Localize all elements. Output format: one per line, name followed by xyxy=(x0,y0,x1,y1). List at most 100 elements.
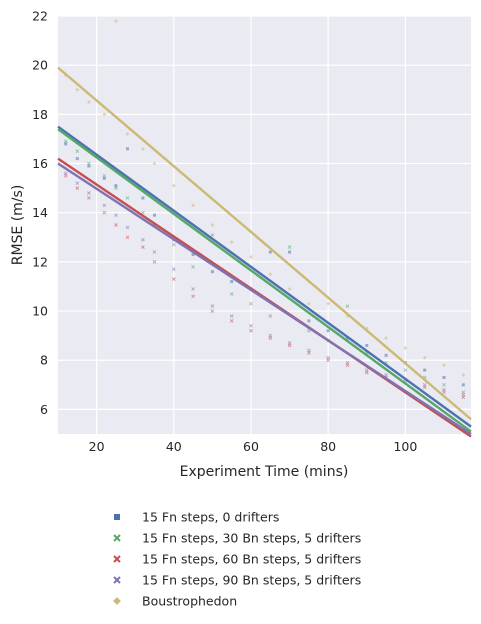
scatter-point xyxy=(87,161,91,166)
regression-line xyxy=(57,128,472,433)
scatter-point xyxy=(191,203,196,208)
scatter-point xyxy=(210,304,215,308)
scatter-point xyxy=(306,301,311,306)
scatter-point xyxy=(171,277,176,281)
scatter-point xyxy=(114,184,118,188)
legend-label: 15 Fn steps, 60 Bn steps, 5 drifters xyxy=(142,552,361,567)
regression-lines xyxy=(57,66,472,438)
scatter-point xyxy=(268,314,273,318)
scatter-point xyxy=(114,213,118,218)
scatter-point xyxy=(442,387,446,392)
y-tick-label: 20 xyxy=(32,58,48,73)
scatter-point xyxy=(345,304,350,308)
scatter-point xyxy=(422,382,427,387)
scatter-point xyxy=(403,345,408,350)
scatter-point xyxy=(210,232,215,237)
scatter-point xyxy=(307,319,311,323)
scatter-point xyxy=(140,146,145,151)
scatter-point xyxy=(268,272,273,277)
scatter-point xyxy=(268,250,272,254)
scatter-point xyxy=(442,363,446,368)
scatter-point xyxy=(326,329,330,333)
legend-label: Boustrophedon xyxy=(142,594,237,609)
scatter-point xyxy=(75,157,79,161)
legend-marker xyxy=(114,514,120,520)
y-tick-label: 8 xyxy=(40,353,48,368)
x-tick-label: 20 xyxy=(89,439,105,454)
regression-line xyxy=(57,125,472,428)
scatter-point xyxy=(268,333,273,338)
scatter-point xyxy=(345,360,350,365)
scatter-point xyxy=(307,348,311,353)
scatter-point xyxy=(102,203,107,208)
y-tick-label: 14 xyxy=(32,205,48,220)
grid xyxy=(58,15,471,434)
scatter-point xyxy=(125,235,130,240)
scatter-point xyxy=(63,171,68,176)
x-tick-labels: 20 40 60 80 100 xyxy=(89,439,418,454)
scatter-point xyxy=(152,250,157,254)
legend: 15 Fn steps, 0 drifters 15 Fn steps, 30 B… xyxy=(113,510,361,609)
scatter-points xyxy=(63,18,466,399)
x-axis-label: Experiment Time (mins) xyxy=(180,464,349,480)
scatter-point xyxy=(249,301,253,306)
scatter-point xyxy=(75,87,80,92)
regression-line xyxy=(57,162,472,436)
legend-marker xyxy=(113,534,121,542)
scatter-point xyxy=(229,314,234,318)
scatter-point xyxy=(152,161,157,166)
y-tick-label: 10 xyxy=(32,304,48,319)
scatter-point xyxy=(287,286,292,291)
y-tick-labels: 6 8 10 12 14 16 18 20 22 xyxy=(32,9,48,417)
scatter-point xyxy=(287,245,292,249)
scatter-point xyxy=(326,355,331,360)
scatter-point xyxy=(125,147,129,151)
scatter-point xyxy=(442,382,446,387)
legend-marker xyxy=(113,555,121,563)
scatter-point xyxy=(125,196,130,200)
scatter-point xyxy=(229,319,234,323)
scatter-point xyxy=(384,373,388,377)
scatter-point xyxy=(171,267,176,272)
y-tick-label: 6 xyxy=(40,402,48,417)
scatter-point xyxy=(422,355,427,360)
x-tick-label: 60 xyxy=(243,439,259,454)
scatter-point xyxy=(191,287,195,291)
y-tick-label: 18 xyxy=(32,107,48,122)
scatter-point xyxy=(230,280,234,284)
legend-label: 15 Fn steps, 0 drifters xyxy=(142,510,279,525)
scatter-point xyxy=(364,368,369,372)
scatter-point xyxy=(86,100,91,105)
x-tick-label: 80 xyxy=(320,439,336,454)
scatter-point xyxy=(87,196,91,200)
scatter-point xyxy=(461,383,465,387)
scatter-point xyxy=(75,186,80,190)
scatter-point xyxy=(102,112,107,117)
scatter-point xyxy=(287,341,292,345)
y-tick-label: 16 xyxy=(32,156,48,171)
scatter-point xyxy=(125,132,130,136)
legend-label: 15 Fn steps, 30 Bn steps, 5 drifters xyxy=(142,531,361,546)
scatter-point xyxy=(191,294,195,299)
scatter-point xyxy=(326,301,331,306)
scatter-point xyxy=(384,336,389,341)
scatter-point xyxy=(87,191,91,195)
scatter-point xyxy=(191,264,195,269)
scatter-point xyxy=(210,309,215,313)
scatter-point xyxy=(113,18,118,23)
scatter-point xyxy=(210,270,214,274)
scatter-point xyxy=(102,173,107,178)
scatter-point xyxy=(171,242,176,247)
y-tick-label: 12 xyxy=(32,254,48,269)
scatter-point xyxy=(141,237,145,242)
scatter-point xyxy=(423,368,427,372)
scatter-point xyxy=(141,196,145,200)
x-tick-label: 100 xyxy=(393,439,417,454)
legend-marker xyxy=(113,597,121,605)
legend-label: 15 Fn steps, 90 Bn steps, 5 drifters xyxy=(142,573,361,588)
scatter-point xyxy=(102,210,107,215)
scatter-point xyxy=(114,186,118,190)
legend-marker xyxy=(113,576,121,584)
scatter-point xyxy=(75,181,80,186)
